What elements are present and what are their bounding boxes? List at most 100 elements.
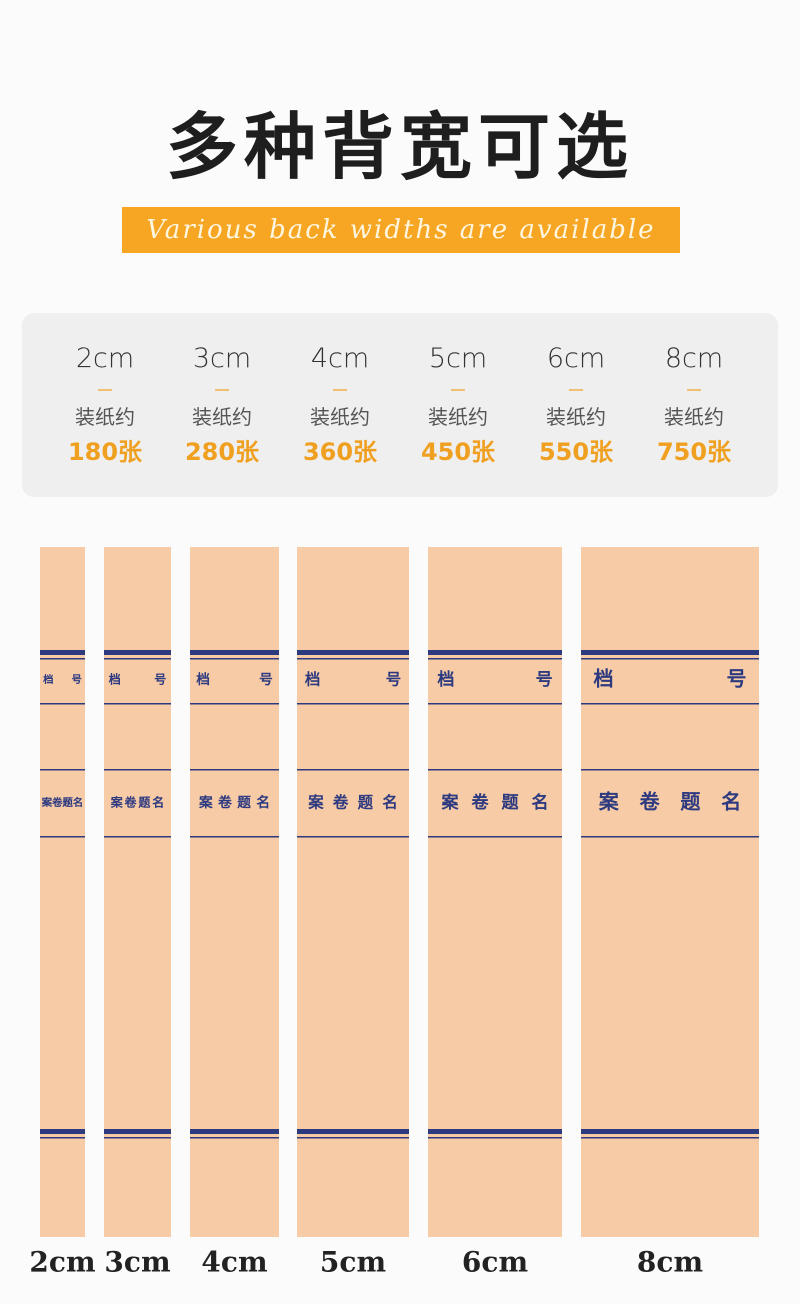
option-count: 550张: [538, 438, 614, 466]
spine-line: [190, 769, 279, 771]
spine-line: [297, 650, 409, 655]
option-label: 装纸约: [75, 405, 135, 429]
title: 多种背宽可选: [165, 104, 634, 189]
spine-field-right: 号: [536, 670, 553, 690]
spine-line: [104, 1129, 171, 1134]
subtitle-band: Various back widths are available: [122, 207, 680, 253]
spine-line: [581, 658, 759, 660]
spine-field-left: 档: [109, 672, 121, 687]
spine-field-title: 案卷题名: [41, 796, 83, 809]
spine-field-left: 档: [593, 667, 613, 691]
spine-line: [428, 703, 562, 705]
spine-line: [581, 1129, 759, 1134]
option-label: 装纸约: [546, 405, 606, 429]
spine-line: [581, 836, 759, 838]
spine-width-label: 8cm: [637, 1246, 703, 1279]
spine-width-label: 5cm: [320, 1246, 386, 1279]
option-label: 装纸约: [664, 405, 724, 429]
option-count: 450张: [420, 438, 496, 466]
option-dash: [687, 389, 701, 391]
spine-line: [104, 769, 171, 771]
spine-line: [40, 836, 85, 838]
option-label: 装纸约: [428, 405, 488, 429]
spine-width-label: 3cm: [104, 1246, 170, 1279]
subtitle: Various back widths are available: [146, 215, 656, 245]
option-count: 180张: [67, 438, 143, 466]
spine-line: [297, 836, 409, 838]
spine-width-label: 6cm: [462, 1246, 528, 1279]
spine-line: [190, 650, 279, 655]
option-width: 2cm: [75, 343, 135, 374]
option-width: 4cm: [310, 343, 370, 374]
option-width: 8cm: [664, 343, 724, 374]
spine-line: [581, 650, 759, 655]
spine-line: [297, 1129, 409, 1134]
spine-line: [190, 836, 279, 838]
option-count: 360张: [302, 438, 378, 466]
option-dash: [98, 389, 112, 391]
spine-line: [297, 658, 409, 660]
spine-line: [190, 1129, 279, 1134]
option-dash: [333, 389, 347, 391]
spine-line: [104, 703, 171, 705]
spine-line: [428, 836, 562, 838]
spine-field-title: 案卷题名: [110, 795, 166, 810]
spine-line: [581, 769, 759, 771]
spine-line: [190, 658, 279, 660]
spine-line: [428, 1137, 562, 1139]
option-width: 3cm: [192, 343, 252, 374]
spine-line: [40, 703, 85, 705]
spine-field-right: 号: [727, 667, 747, 691]
spine-width-label: 4cm: [201, 1246, 267, 1279]
spine-field-right: 号: [386, 671, 401, 689]
spine-line: [428, 1129, 562, 1134]
spine-line: [104, 1137, 171, 1139]
spine-line: [40, 658, 85, 660]
spine-field-title: 案卷题名: [440, 792, 561, 813]
options-card: 2cm 装纸约 180张 3cm 装纸约 280张 4cm 装纸约 360张 5cm 装纸约 450张…: [22, 313, 778, 497]
spine-line: [297, 1137, 409, 1139]
spine-line: [104, 836, 171, 838]
spine-field-title: 案卷题名: [598, 790, 762, 814]
spine-line: [428, 650, 562, 655]
spine-field-left: 档: [42, 673, 53, 686]
spine-line: [40, 1137, 85, 1139]
spine-line: [40, 1129, 85, 1134]
spine-field-right: 号: [259, 672, 273, 688]
spine-line: [428, 769, 562, 771]
spine-line: [40, 769, 85, 771]
spine-field-title: 案卷题名: [307, 793, 407, 812]
spine-line: [428, 658, 562, 660]
spine-field-right: 号: [154, 672, 166, 687]
option-label: 装纸约: [192, 405, 252, 429]
spine-width-label: 2cm: [29, 1246, 95, 1279]
spine-field-left: 档: [305, 670, 320, 689]
spine-field-right: 号: [71, 674, 81, 686]
spine-line: [104, 658, 171, 660]
spine-line: [40, 650, 85, 655]
spine-body: [297, 547, 409, 1237]
spine-field-title: 案卷题名: [198, 794, 276, 811]
spine-line: [297, 703, 409, 705]
spine-line: [581, 703, 759, 705]
option-count: 280张: [184, 438, 260, 466]
spine-body: [104, 547, 171, 1237]
spine-body: [428, 547, 562, 1237]
option-width: 6cm: [546, 343, 606, 374]
spine-body: [581, 547, 759, 1237]
option-label: 装纸约: [310, 405, 370, 429]
spine-body: [40, 547, 85, 1237]
spine-line: [104, 650, 171, 655]
spine-field-left: 档: [437, 669, 454, 690]
spine-line: [297, 769, 409, 771]
option-dash: [215, 389, 229, 391]
option-dash: [569, 389, 583, 391]
spine-field-left: 档: [196, 671, 210, 688]
